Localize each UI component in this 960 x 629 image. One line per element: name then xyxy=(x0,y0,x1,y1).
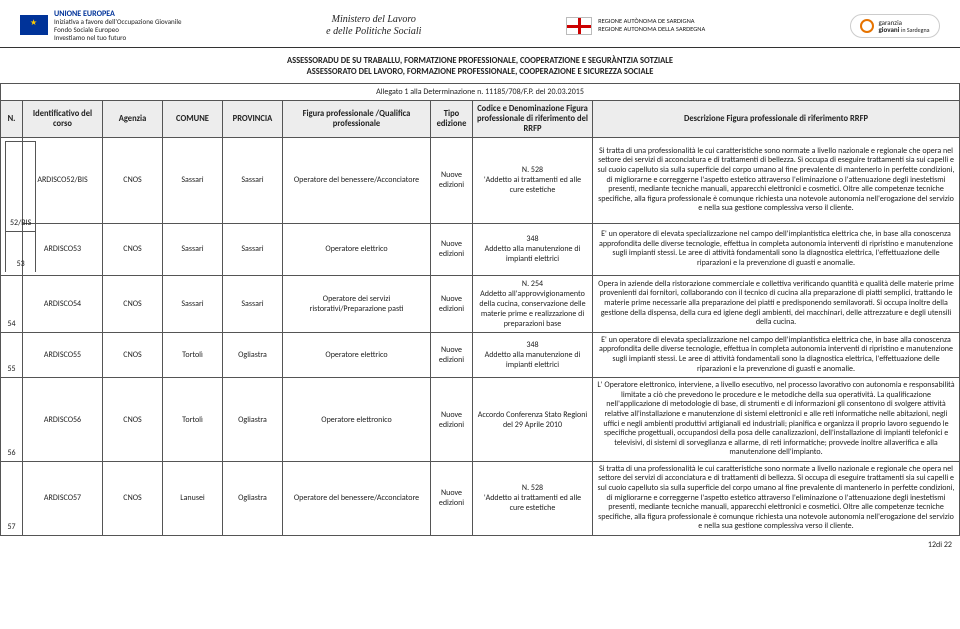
table-row: 54ARDISCO54CNOSSassariSassariOperatore d… xyxy=(1,275,960,332)
table-row: 56ARDISCO56CNOSTortolìOgliastraOperatore… xyxy=(1,378,960,462)
cell-cod: 348 Addetto alla manutenzione di impiant… xyxy=(473,332,593,377)
col-fig: Figura professionale /Qualifica professi… xyxy=(283,101,431,138)
sardegna-block: REGIONE AUTÒNOMA DE SARDIGNA REGIONE AUT… xyxy=(566,17,705,35)
cell-com: Tortolì xyxy=(163,378,223,462)
cell-id: ARDISCO54 xyxy=(23,275,103,332)
cell-fig: Operatore del benessere/Acconciatore xyxy=(283,138,431,223)
cell-ag: CNOS xyxy=(103,378,163,462)
col-ag: Agenzia xyxy=(103,101,163,138)
subheader-line2: ASSESSORATO DEL LAVORO, FORMAZIONE PROFE… xyxy=(0,67,960,78)
cell-desc: E' un operatore di elevata specializzazi… xyxy=(593,332,960,377)
cell-com: Tortolì xyxy=(163,332,223,377)
cell-id: ARDISCO57 xyxy=(23,461,103,535)
sardegna-flag-icon xyxy=(566,17,592,35)
cell-id: ARDISCO52/BIS xyxy=(23,138,103,223)
cell-prov: Sassari xyxy=(223,223,283,275)
logo-band: UNIONE EUROPEA Iniziativa a favore dell'… xyxy=(0,0,960,48)
cell-ed: Nuove edizioni xyxy=(431,275,473,332)
cell-desc: Opera in aziende della ristorazione comm… xyxy=(593,275,960,332)
cell-desc: L' Operatore elettronico, interviene, a … xyxy=(593,378,960,462)
sardegna-line2: REGIONE AUTONOMA DELLA SARDEGNA xyxy=(598,26,705,33)
table-row: 52/BIS53ARDISCO52/BISCNOSSassariSassariO… xyxy=(1,138,960,223)
cell-cod: N. 528 'Addetto ai trattamenti ed alle c… xyxy=(473,138,593,223)
cell-prov: Ogliastra xyxy=(223,378,283,462)
cell-cod: 348 Addetto alla manutenzione di impiant… xyxy=(473,223,593,275)
col-com: COMUNE xyxy=(163,101,223,138)
col-id: Identificativo del corso xyxy=(23,101,103,138)
cell-prov: Sassari xyxy=(223,275,283,332)
col-ed: Tipo edizione xyxy=(431,101,473,138)
cell-fig: Operatore dei servizi ristorativi/Prepar… xyxy=(283,275,431,332)
eu-flag-icon xyxy=(20,15,48,35)
cell-n: 54 xyxy=(1,275,23,332)
subheader-line1: ASSESSORADU DE SU TRABALLU, FORMATZIONE … xyxy=(0,56,960,67)
col-prov: PROVINCIA xyxy=(223,101,283,138)
cell-fig: Operatore elettrico xyxy=(283,223,431,275)
cell-desc: Si tratta di una professionalità le cui … xyxy=(593,138,960,223)
cell-prov: Sassari xyxy=(223,138,283,223)
gar-line3: in Sardegna xyxy=(901,26,930,34)
cell-ag: CNOS xyxy=(103,223,163,275)
cell-desc: E' un operatore di elevata specializzazi… xyxy=(593,223,960,275)
cell-id: ARDISCO55 xyxy=(23,332,103,377)
ministry-line2: e delle Politiche Sociali xyxy=(326,26,421,38)
table-header-row: N. Identificativo del corso Agenzia COMU… xyxy=(1,101,960,138)
eu-sub3: Investiamo nel tuo futuro xyxy=(54,33,126,42)
cell-desc: Si tratta di una professionalità le cui … xyxy=(593,461,960,535)
cell-n: 56 xyxy=(1,378,23,462)
cell-ed: Nuove edizioni xyxy=(431,223,473,275)
allegato-row: Allegato 1 alla Determinazione n. 11185/… xyxy=(1,84,960,101)
cell-com: Sassari xyxy=(163,275,223,332)
eu-logo-block: UNIONE EUROPEA Iniziativa a favore dell'… xyxy=(20,10,181,42)
garanzia-logo: garanzia giovani in Sardegna xyxy=(850,14,940,38)
col-cod: Codice e Denominazione Figura profession… xyxy=(473,101,593,138)
table-row: 55ARDISCO55CNOSTortolìOgliastraOperatore… xyxy=(1,332,960,377)
cell-prov: Ogliastra xyxy=(223,332,283,377)
cell-n: 55 xyxy=(1,332,23,377)
ministry-block: Ministero del Lavoro e delle Politiche S… xyxy=(326,14,421,37)
cell-ag: CNOS xyxy=(103,461,163,535)
gar-line2: giovani xyxy=(878,25,899,34)
cell-ed: Nuove edizioni xyxy=(431,332,473,377)
cell-id: ARDISCO56 xyxy=(23,378,103,462)
cell-n: 57 xyxy=(1,461,23,535)
allegato-text: Allegato 1 alla Determinazione n. 11185/… xyxy=(1,84,960,101)
page-number: 12di 22 xyxy=(0,536,960,552)
cell-com: Sassari xyxy=(163,223,223,275)
cell-ag: CNOS xyxy=(103,275,163,332)
cell-ed: Nuove edizioni xyxy=(431,378,473,462)
ministry-line1: Ministero del Lavoro xyxy=(326,14,421,26)
cell-cod: N. 254 Addetto all'approvvigionamento de… xyxy=(473,275,593,332)
assessorato-header: ASSESSORADU DE SU TRABALLU, FORMATZIONE … xyxy=(0,48,960,83)
cell-prov: Ogliastra xyxy=(223,461,283,535)
cell-fig: Operatore elettronico xyxy=(283,378,431,462)
table-row: ARDISCO53CNOSSassariSassariOperatore ele… xyxy=(1,223,960,275)
cell-fig: Operatore del benessere/Acconciatore xyxy=(283,461,431,535)
cell-ed: Nuove edizioni xyxy=(431,461,473,535)
col-n: N. xyxy=(1,101,23,138)
cell-fig: Operatore elettrico xyxy=(283,332,431,377)
cell-ag: CNOS xyxy=(103,138,163,223)
cell-ed: Nuove edizioni xyxy=(431,138,473,223)
cell-ag: CNOS xyxy=(103,332,163,377)
garanzia-circle-icon xyxy=(860,19,874,33)
cell-id: ARDISCO53 xyxy=(23,223,103,275)
cell-n: 52/BIS53 xyxy=(1,138,23,276)
cell-com: Lanusei xyxy=(163,461,223,535)
cell-com: Sassari xyxy=(163,138,223,223)
cell-cod: N. 528 'Addetto ai trattamenti ed alle c… xyxy=(473,461,593,535)
col-desc: Descrizione Figura professionale di rife… xyxy=(593,101,960,138)
courses-table: Allegato 1 alla Determinazione n. 11185/… xyxy=(0,83,960,536)
table-row: 57ARDISCO57CNOSLanuseiOgliastraOperatore… xyxy=(1,461,960,535)
cell-cod: Accordo Conferenza Stato Regioni del 29 … xyxy=(473,378,593,462)
